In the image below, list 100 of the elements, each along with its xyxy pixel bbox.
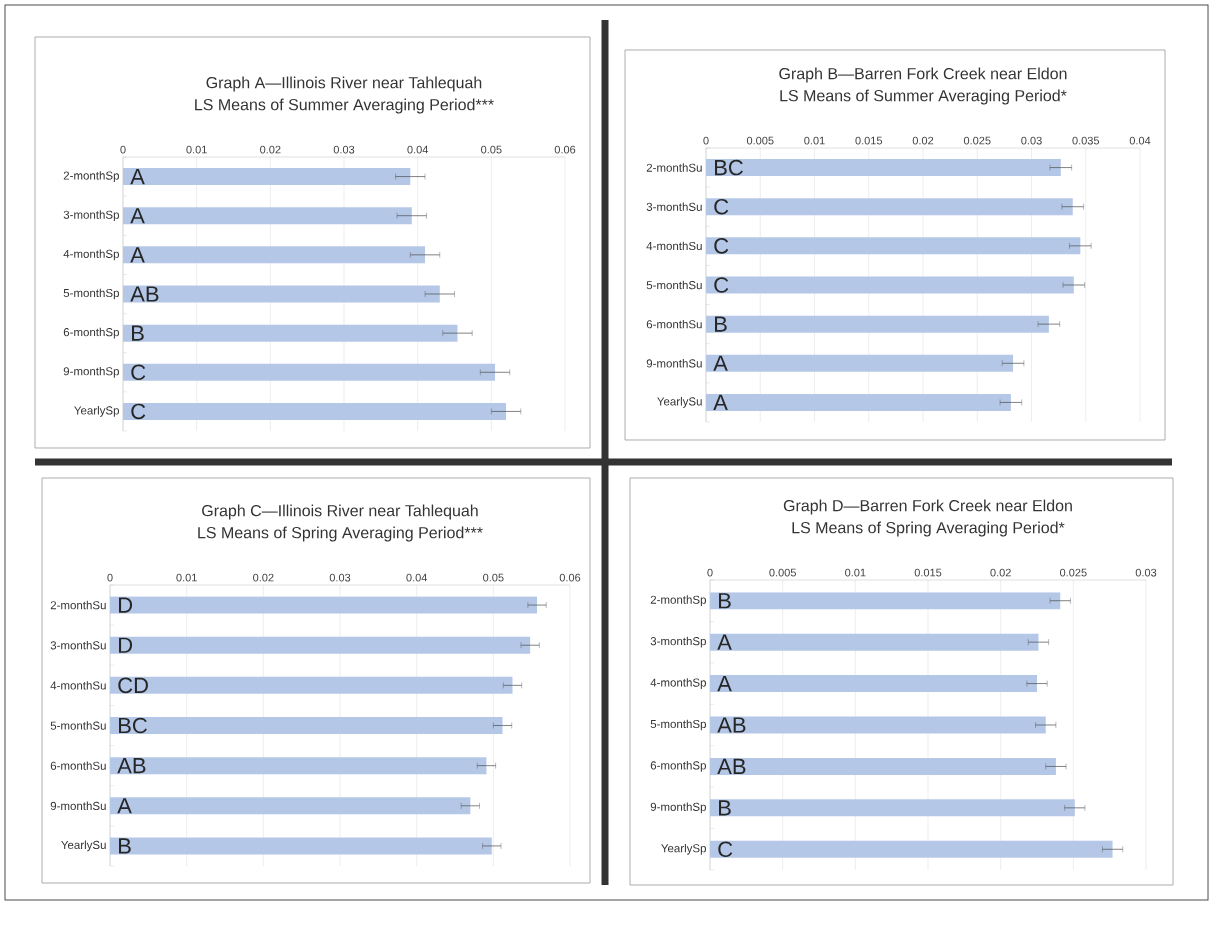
x-tick-label: 0.005 xyxy=(746,136,774,145)
annotation: AB xyxy=(717,758,746,774)
annotation: A xyxy=(713,394,728,410)
x-tick-label: 0.035 xyxy=(1072,136,1100,145)
bar xyxy=(123,363,496,381)
annotation: AB xyxy=(130,286,159,302)
y-tick-label: YearlySu xyxy=(657,397,702,408)
y-tick-label: 9-monthSu xyxy=(50,801,106,811)
annotation: A xyxy=(130,208,145,224)
x-tick-label: 0.015 xyxy=(914,568,942,577)
y-tick-label: 6-monthSu xyxy=(646,319,702,329)
chart-subtitle: LS Means of Summer Averaging Period* xyxy=(780,89,1067,105)
bar xyxy=(710,840,1113,858)
annotation: A xyxy=(713,355,728,371)
y-tick-label: 3-monthSp xyxy=(63,210,119,222)
annotation: BC xyxy=(119,717,147,734)
x-tick-label: 0.05 xyxy=(483,573,504,582)
x-tick-label: 0.03 xyxy=(329,573,351,582)
y-tick-label: 6-monthSu xyxy=(50,761,106,770)
bar xyxy=(110,636,531,654)
chart-title: Graph A—Illinois River near Tahlequah xyxy=(206,76,482,92)
annotation: C xyxy=(131,364,146,381)
y-tick-label: 3-monthSu xyxy=(50,641,106,650)
annotation: C xyxy=(714,238,729,254)
annotation: CD xyxy=(118,677,148,694)
x-tick-label: 0 xyxy=(707,568,713,577)
bar xyxy=(706,237,1081,255)
x-tick-label: 0.04 xyxy=(407,145,429,154)
y-tick-label: 5-monthSp xyxy=(63,288,119,300)
y-tick-label: 3-monthSp xyxy=(650,636,706,648)
y-tick-label: 2-monthSu xyxy=(50,600,106,610)
annotation: C xyxy=(718,841,733,858)
annotation: BC xyxy=(715,159,743,176)
y-tick-label: 4-monthSp xyxy=(650,678,706,689)
bar xyxy=(710,592,1061,610)
annotation: A xyxy=(717,634,732,650)
annotation: B xyxy=(715,316,727,332)
chart-title: Graph C—Illinois River near Tahlequah xyxy=(202,504,478,520)
y-tick-label: 6-monthSp xyxy=(63,327,119,339)
bar xyxy=(706,159,1061,177)
bar xyxy=(110,676,513,694)
y-tick-label: YearlySu xyxy=(61,840,106,852)
y-tick-label: 2-monthSp xyxy=(63,171,119,182)
bar xyxy=(123,324,458,342)
annotation: AB xyxy=(717,717,746,733)
y-tick-label: 4-monthSp xyxy=(63,249,119,261)
x-tick-label: 0.005 xyxy=(769,568,796,577)
x-tick-label: 0.03 xyxy=(1021,136,1042,145)
annotation: B xyxy=(719,593,731,609)
bar xyxy=(710,633,1039,651)
bar xyxy=(710,799,1075,817)
bar xyxy=(710,757,1056,775)
x-tick-label: 0.03 xyxy=(1135,568,1157,577)
x-tick-label: 0.06 xyxy=(559,573,581,582)
x-tick-label: 0.02 xyxy=(912,136,934,145)
bar xyxy=(110,837,492,855)
y-tick-label: 5-monthSu xyxy=(646,280,702,290)
bar xyxy=(710,716,1046,734)
bar xyxy=(706,354,1014,372)
annotation: C xyxy=(131,403,146,420)
x-tick-label: 0.01 xyxy=(186,145,207,154)
x-tick-label: 0.06 xyxy=(554,145,576,154)
bar xyxy=(706,393,1011,411)
y-tick-label: YearlySp xyxy=(661,843,706,855)
annotation: D xyxy=(119,597,133,613)
y-tick-label: 9-monthSp xyxy=(650,802,706,814)
x-tick-label: 0.02 xyxy=(260,145,281,154)
bar xyxy=(123,402,507,420)
y-tick-label: 2-monthSu xyxy=(646,163,702,172)
y-tick-label: 4-monthSu xyxy=(646,241,702,251)
x-tick-label: 0.02 xyxy=(253,573,274,582)
annotation: A xyxy=(717,676,732,692)
chart-subtitle: LS Means of Spring Averaging Period*** xyxy=(198,526,483,542)
chart-subtitle: LS Means of Spring Averaging Period* xyxy=(792,521,1065,537)
y-tick-label: 3-monthSu xyxy=(646,202,702,211)
x-tick-label: 0.025 xyxy=(963,136,991,145)
bar xyxy=(710,675,1038,693)
annotation: D xyxy=(119,637,133,653)
x-tick-label: 0.01 xyxy=(804,136,825,145)
bar xyxy=(110,757,487,775)
bar xyxy=(123,246,426,264)
x-tick-label: 0.04 xyxy=(1129,136,1151,145)
x-tick-label: 0 xyxy=(107,573,113,582)
annotation: C xyxy=(714,277,729,293)
x-tick-label: 0.02 xyxy=(990,568,1011,577)
bar xyxy=(110,596,538,614)
x-tick-label: 0 xyxy=(120,145,126,154)
annotation: C xyxy=(714,198,729,215)
x-tick-label: 0.025 xyxy=(1060,568,1087,577)
x-tick-label: 0.05 xyxy=(481,145,502,154)
bar xyxy=(706,315,1049,333)
x-tick-label: 0 xyxy=(703,136,709,145)
annotation: A xyxy=(130,169,145,185)
bar xyxy=(706,198,1073,216)
y-tick-label: 2-monthSp xyxy=(650,595,706,607)
bar xyxy=(706,276,1074,294)
x-tick-label: 0.01 xyxy=(845,568,866,577)
annotation: B xyxy=(132,325,144,341)
bar xyxy=(110,717,503,734)
y-tick-label: 5-monthSu xyxy=(50,721,106,730)
